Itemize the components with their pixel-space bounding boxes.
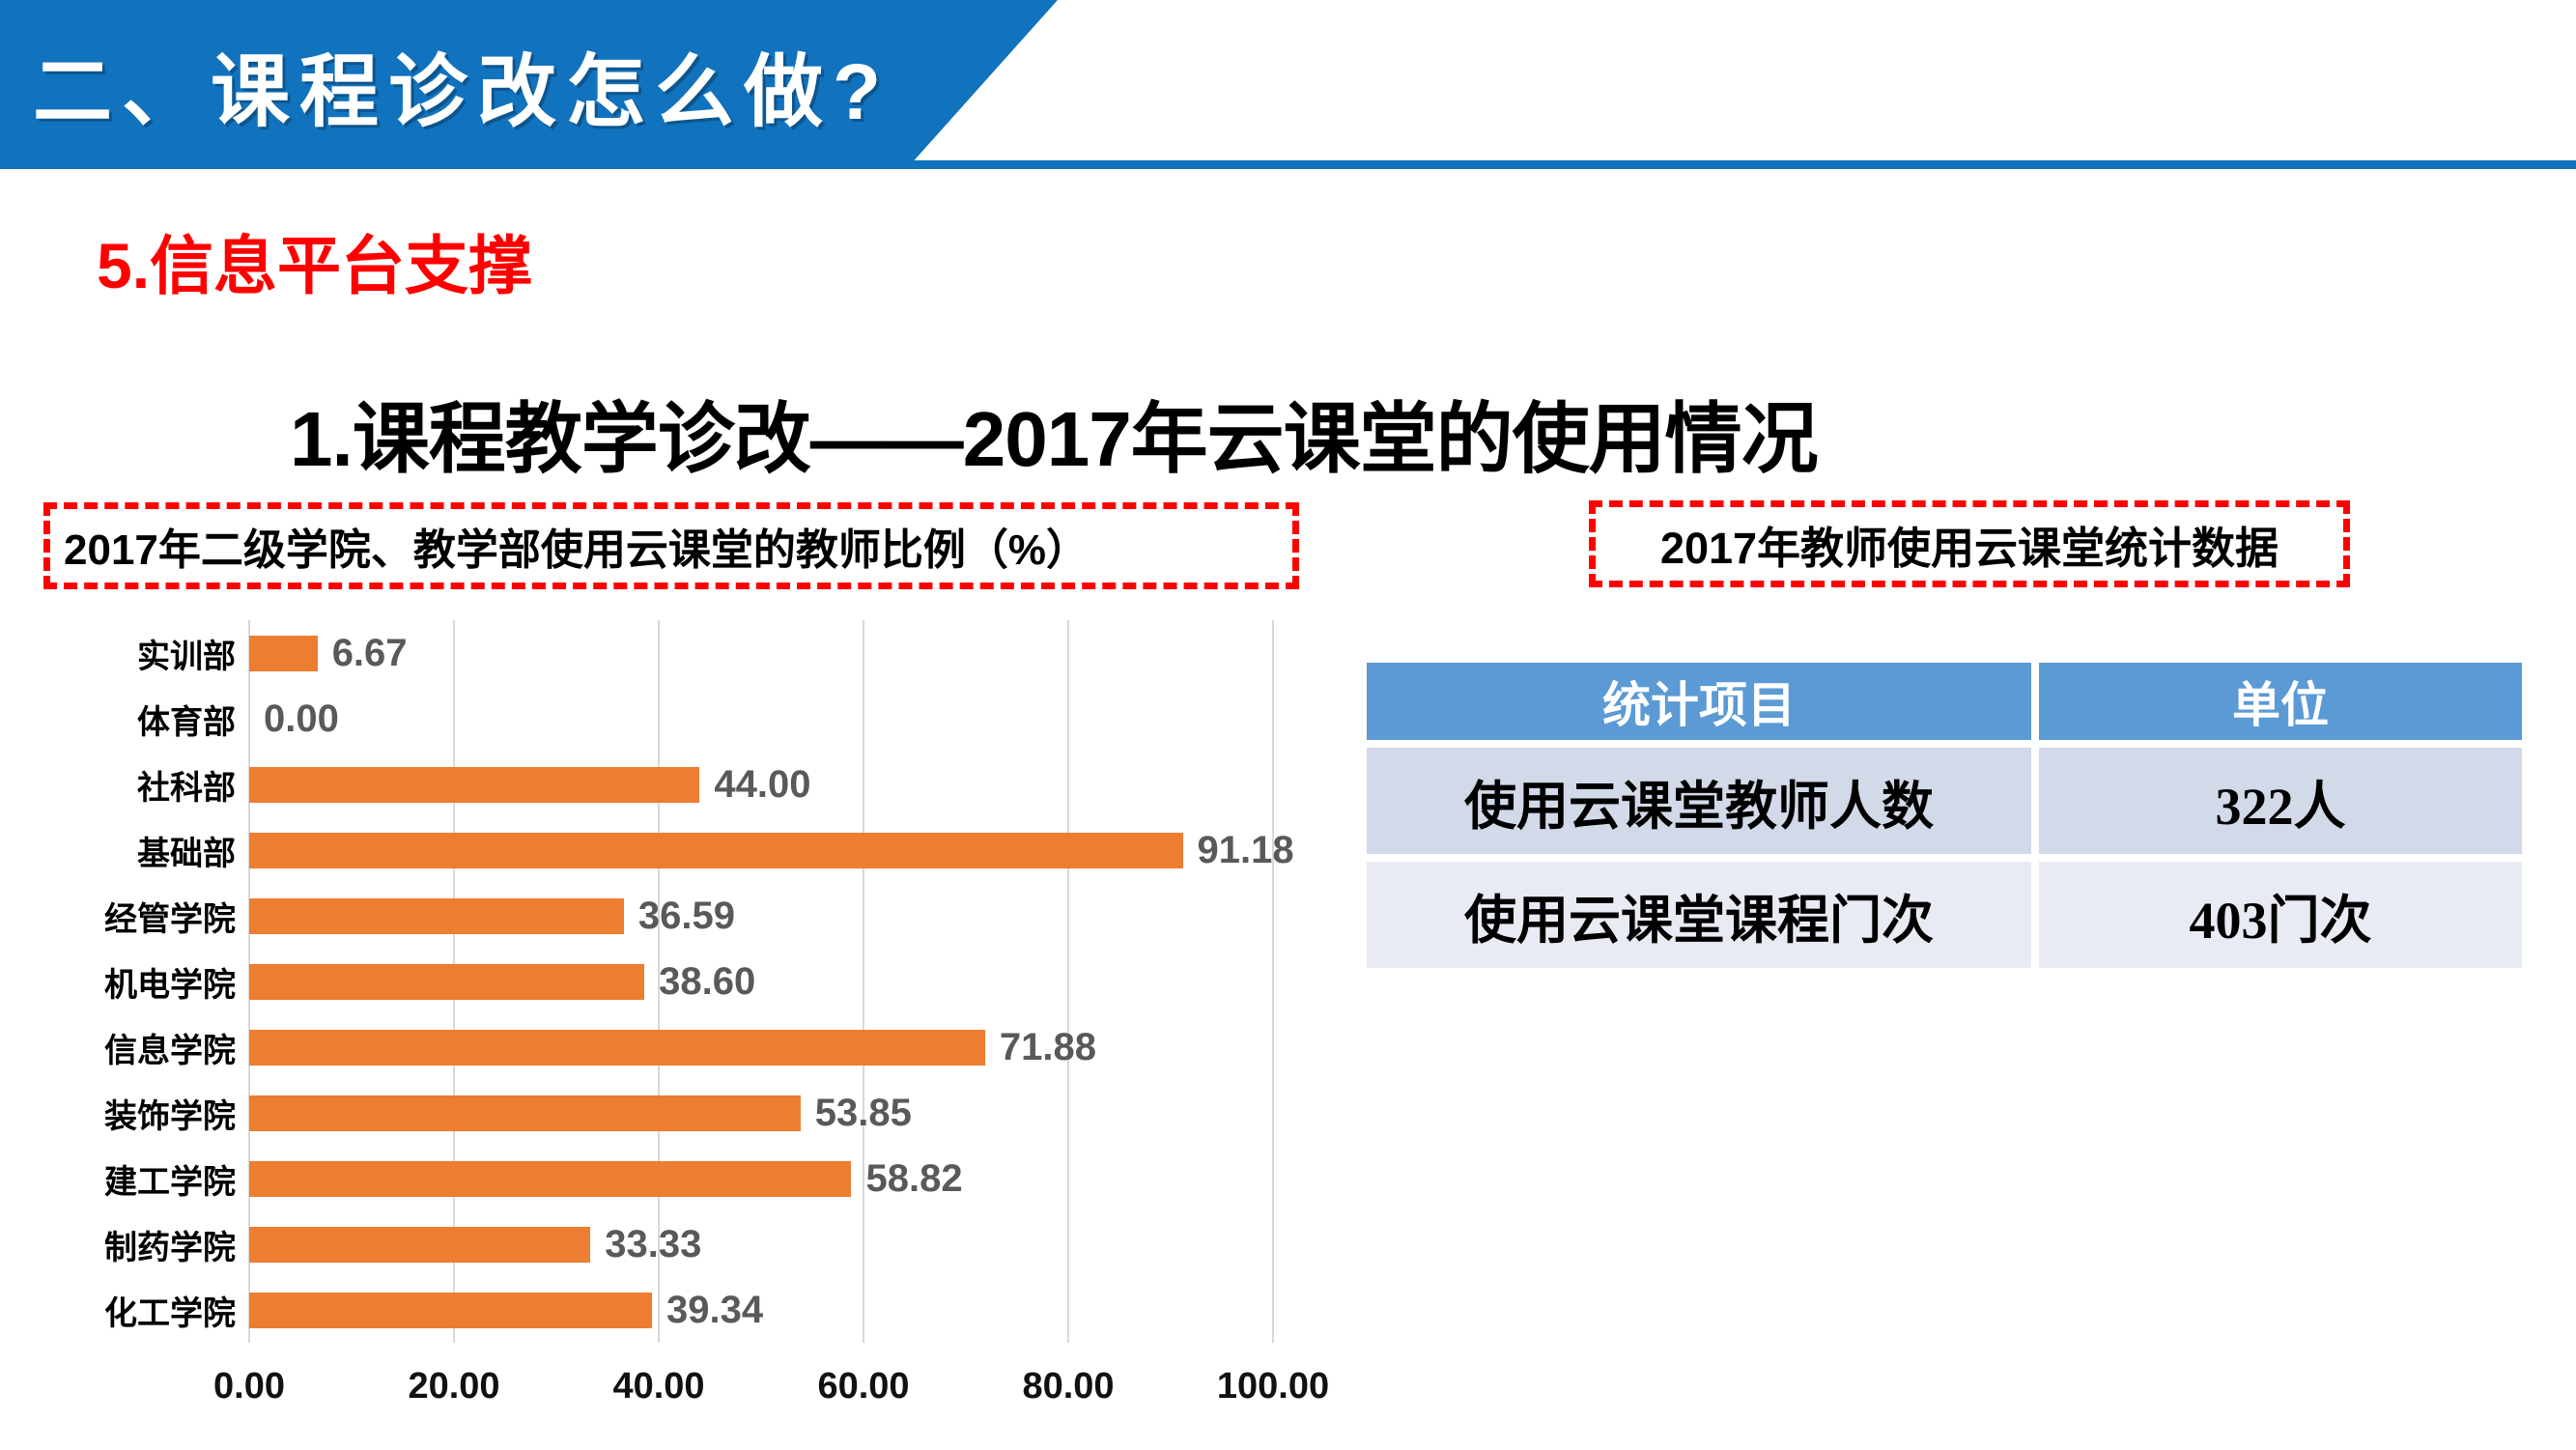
bar-track: 39.34	[249, 1289, 1273, 1332]
chart-row: 实训部 6.67	[14, 620, 1273, 686]
value-label: 38.60	[659, 959, 756, 1003]
chart-caption: 2017年二级学院、教学部使用云课堂的教师比例（%）	[64, 526, 1090, 574]
value-label: 39.34	[666, 1288, 764, 1331]
category-label: 社科部	[137, 770, 236, 807]
category-label: 信息学院	[104, 1033, 236, 1069]
header-rule	[0, 160, 2576, 169]
section-subtitle: 5.信息平台支撑	[97, 230, 533, 301]
x-axis-tick-label: 0.00	[213, 1366, 285, 1407]
value-label: 91.18	[1197, 828, 1294, 871]
bar-track: 53.85	[249, 1092, 1273, 1135]
bar	[249, 963, 645, 1000]
chart-row: 制药学院 33.33	[14, 1211, 1273, 1277]
value-label: 58.82	[865, 1156, 963, 1200]
header-banner: 二、课程诊改怎么做?	[0, 0, 1058, 169]
bar-track: 0.00	[249, 697, 1273, 741]
x-axis-tick-label: 100.00	[1216, 1366, 1330, 1407]
bar	[249, 1160, 852, 1197]
table-cell: 使用云课堂课程门次	[1367, 862, 2031, 968]
category-label: 实训部	[137, 639, 236, 675]
bar-track: 71.88	[249, 1026, 1273, 1069]
table-cell: 403门次	[2039, 862, 2522, 968]
bar-track: 6.67	[249, 632, 1273, 675]
value-label: 36.59	[637, 894, 735, 937]
table-caption-box: 2017年教师使用云课堂统计数据	[1589, 500, 2350, 587]
table-header-cell: 统计项目	[1367, 663, 2031, 740]
gridline	[1067, 620, 1069, 1343]
chart-row: 体育部 0.00	[14, 686, 1273, 752]
chart-row: 社科部 44.00	[14, 752, 1273, 817]
chart-row: 信息学院 71.88	[14, 1014, 1273, 1080]
chart-row: 经管学院 36.59	[14, 883, 1273, 949]
value-label: 53.85	[814, 1091, 912, 1134]
category-label: 建工学院	[104, 1164, 236, 1201]
value-label: 6.67	[331, 631, 408, 674]
x-axis-tick-label: 80.00	[1022, 1366, 1115, 1407]
chart-caption-box: 2017年二级学院、教学部使用云课堂的教师比例（%）	[43, 502, 1299, 589]
gridline	[863, 620, 864, 1343]
value-label: 44.00	[714, 762, 811, 806]
category-label: 化工学院	[104, 1295, 236, 1332]
chart-row: 建工学院 58.82	[14, 1146, 1273, 1211]
main-title: 1.课程教学诊改——2017年云课堂的使用情况	[290, 396, 1819, 482]
table-cell: 使用云课堂教师人数	[1367, 748, 2031, 854]
header-title: 二、课程诊改怎么做?	[33, 48, 892, 136]
chart-row: 基础部 91.18	[14, 817, 1294, 883]
bar-track: 33.33	[249, 1223, 1273, 1266]
category-label: 经管学院	[104, 901, 236, 938]
category-label: 机电学院	[104, 967, 236, 1004]
x-axis-tick-label: 20.00	[408, 1366, 500, 1407]
chart-rows: 实训部 6.67 体育部 0.00 社科部 44.00 基础部 91.18 经管学院 36.59 机…	[14, 620, 1294, 1343]
chart-row: 装饰学院 53.85	[14, 1080, 1273, 1146]
bar	[249, 766, 700, 803]
gridline	[1272, 620, 1274, 1343]
value-label: 71.88	[999, 1025, 1097, 1068]
chart-row: 机电学院 38.60	[14, 949, 1273, 1014]
bar	[249, 897, 624, 934]
bar	[249, 635, 318, 671]
category-label: 体育部	[137, 704, 236, 741]
table-cell: 322人	[2039, 748, 2522, 854]
bar-chart: 实训部 6.67 体育部 0.00 社科部 44.00 基础部 91.18 经管学院 36.59 机…	[14, 620, 1356, 1422]
chart-x-axis: 0.00 20.00 40.00 60.00 80.00 100.00	[213, 1366, 1329, 1414]
bar-track: 91.18	[249, 829, 1294, 872]
bar	[249, 1226, 591, 1263]
bar	[249, 1292, 652, 1328]
bar	[249, 1095, 801, 1131]
bar-track: 38.60	[249, 960, 1273, 1004]
value-label: 0.00	[264, 697, 339, 740]
bar	[249, 1029, 985, 1066]
stats-table: 统计项目 单位 使用云课堂教师人数 322人 使用云课堂课程门次 403门次	[1367, 663, 2522, 968]
x-axis-tick-label: 60.00	[817, 1366, 910, 1407]
category-label: 装饰学院	[104, 1098, 236, 1135]
gridline	[658, 620, 660, 1343]
chart-row: 化工学院 39.34	[14, 1277, 1273, 1343]
category-label: 基础部	[137, 836, 236, 872]
bar-track: 44.00	[249, 763, 1273, 807]
table-header-cell: 单位	[2039, 663, 2522, 740]
x-axis-tick-label: 40.00	[612, 1366, 705, 1407]
bar-track: 58.82	[249, 1157, 1273, 1201]
value-label: 33.33	[605, 1222, 702, 1265]
bar	[249, 832, 1183, 868]
category-label: 制药学院	[104, 1230, 236, 1266]
table-caption: 2017年教师使用云课堂统计数据	[1659, 523, 2279, 573]
bar-track: 36.59	[249, 895, 1273, 938]
